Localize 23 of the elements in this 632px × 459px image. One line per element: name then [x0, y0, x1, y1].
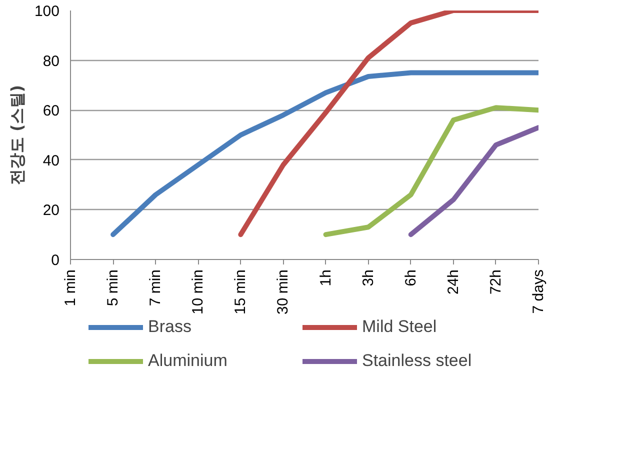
x-tick-label: 5 min	[104, 269, 122, 306]
legend-label: Stainless steel	[362, 351, 473, 371]
x-tick-label: 24h	[444, 269, 462, 295]
x-tick-label: 72h	[487, 269, 504, 295]
x-tick-label: 7 min	[147, 269, 164, 306]
legend-label: Mild Steel	[362, 317, 438, 337]
x-tick-label: 6h	[402, 269, 420, 286]
x-tick-label: 7 days	[530, 269, 547, 314]
x-tick-label: 10 min	[190, 269, 207, 315]
x-tick-label: 3h	[360, 269, 377, 286]
x-tick-label: 30 min	[274, 269, 292, 315]
y-tick-label: 80	[42, 52, 60, 70]
y-tick-label: 40	[42, 152, 60, 170]
legend-label: Aluminium	[148, 351, 228, 371]
y-axis-title: 전강도 (스틸)	[7, 84, 26, 186]
x-tick-label: 1h	[317, 269, 334, 286]
y-tick-label: 100	[34, 3, 60, 20]
legend-label: Brass	[148, 317, 192, 337]
y-tick-label: 60	[42, 102, 60, 120]
x-tick-label: 1 min	[62, 269, 79, 306]
x-tick-label: 15 min	[232, 269, 250, 315]
y-tick-label: 0	[51, 252, 60, 269]
y-tick-label: 20	[42, 202, 60, 220]
